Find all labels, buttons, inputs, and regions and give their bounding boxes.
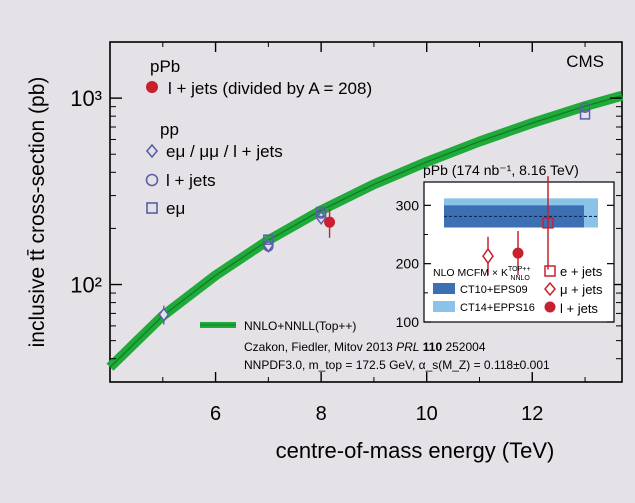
inset-y-tick-label: 300 (396, 197, 420, 213)
main-data-points (158, 102, 591, 325)
inset-legend-l-jets: l + jets (560, 301, 598, 316)
data-point-diamond (158, 307, 170, 322)
legend-diamond-marker (145, 143, 159, 159)
inset-y-tick-label: 100 (396, 314, 420, 330)
inset-ct10-swatch (433, 283, 455, 294)
data-point-square (263, 234, 274, 245)
cms-label: CMS (566, 52, 604, 71)
inset-ct14-swatch (433, 301, 455, 312)
x-tick-label: 6 (210, 403, 221, 425)
inset-title: pPb (174 nb⁻¹, 8.16 TeV) (423, 162, 579, 178)
legend-pp-entry-1: eμ / μμ / l + jets (166, 142, 283, 161)
inset-y-tick-label: 200 (396, 256, 420, 272)
inset-chart: pPb (174 nb⁻¹, 8.16 TeV) 100 200 300 NLO M… (396, 162, 615, 330)
inset-legend-square (544, 265, 556, 277)
inset-legend-mu-jets: μ + jets (560, 282, 603, 297)
inset-point-square (542, 217, 554, 229)
legend-ppb-label: l + jets (divided by A = 208) (168, 79, 372, 98)
data-point-circle (579, 102, 591, 113)
inset-point-circle (512, 247, 524, 259)
data-point-circle (263, 241, 274, 252)
inset-legend-circle (544, 301, 556, 313)
theory-band-center (109, 95, 623, 368)
inset-data-layer (444, 176, 598, 276)
legend-pp-entry-2: l + jets (166, 171, 216, 190)
x-axis-label: centre-of-mass energy (TeV) (276, 438, 555, 463)
legend-pp-entry-3: eμ (166, 199, 185, 218)
band-legend-label: NNLO+NNLL(Top++) (244, 319, 356, 333)
x-tick-label: 10 (416, 403, 438, 425)
inset-ct10-label: CT10+EPS09 (460, 284, 528, 296)
inset-legend-diamond (544, 281, 556, 297)
legend-pp-heading: pp (160, 120, 179, 139)
plot-area (109, 41, 623, 383)
x-ticks: 6 8 10 12 (162, 42, 586, 425)
inset-legend-e-jets: e + jets (560, 264, 603, 279)
legend-square-marker (146, 202, 158, 214)
inset-ct14-label: CT14+EPPS16 (460, 302, 535, 314)
inset-y-ticks: 100 200 300 (396, 197, 614, 330)
data-point-filled (324, 216, 336, 228)
x-tick-label: 12 (521, 403, 543, 425)
y-tick-label: 10² (70, 273, 102, 298)
legend-ppb-marker (146, 81, 158, 93)
legend-ppb-heading: pPb (150, 57, 180, 76)
theory-band-layer (106, 90, 624, 371)
data-point-square (315, 206, 327, 218)
y-ticks: 10² 10³ (70, 41, 622, 383)
data-point-square (579, 109, 591, 120)
x-tick-label: 8 (316, 403, 327, 425)
y-axis-label: inclusive tt̄ cross-section (pb) (26, 77, 49, 348)
band-reference-line1: Czakon, Fiedler, Mitov 2013 PRL 110 2520… (244, 340, 486, 354)
legend-circle-marker (145, 173, 159, 187)
inset-point-diamond (482, 247, 494, 265)
y-tick-label: 10³ (70, 86, 102, 111)
inset-theory-label: NLO MCFM × KTOP++ NNLO (433, 266, 530, 282)
band-reference-line2: NNPDF3.0, m_top = 172.5 GeV, α_s(M_Z) = … (244, 358, 550, 372)
